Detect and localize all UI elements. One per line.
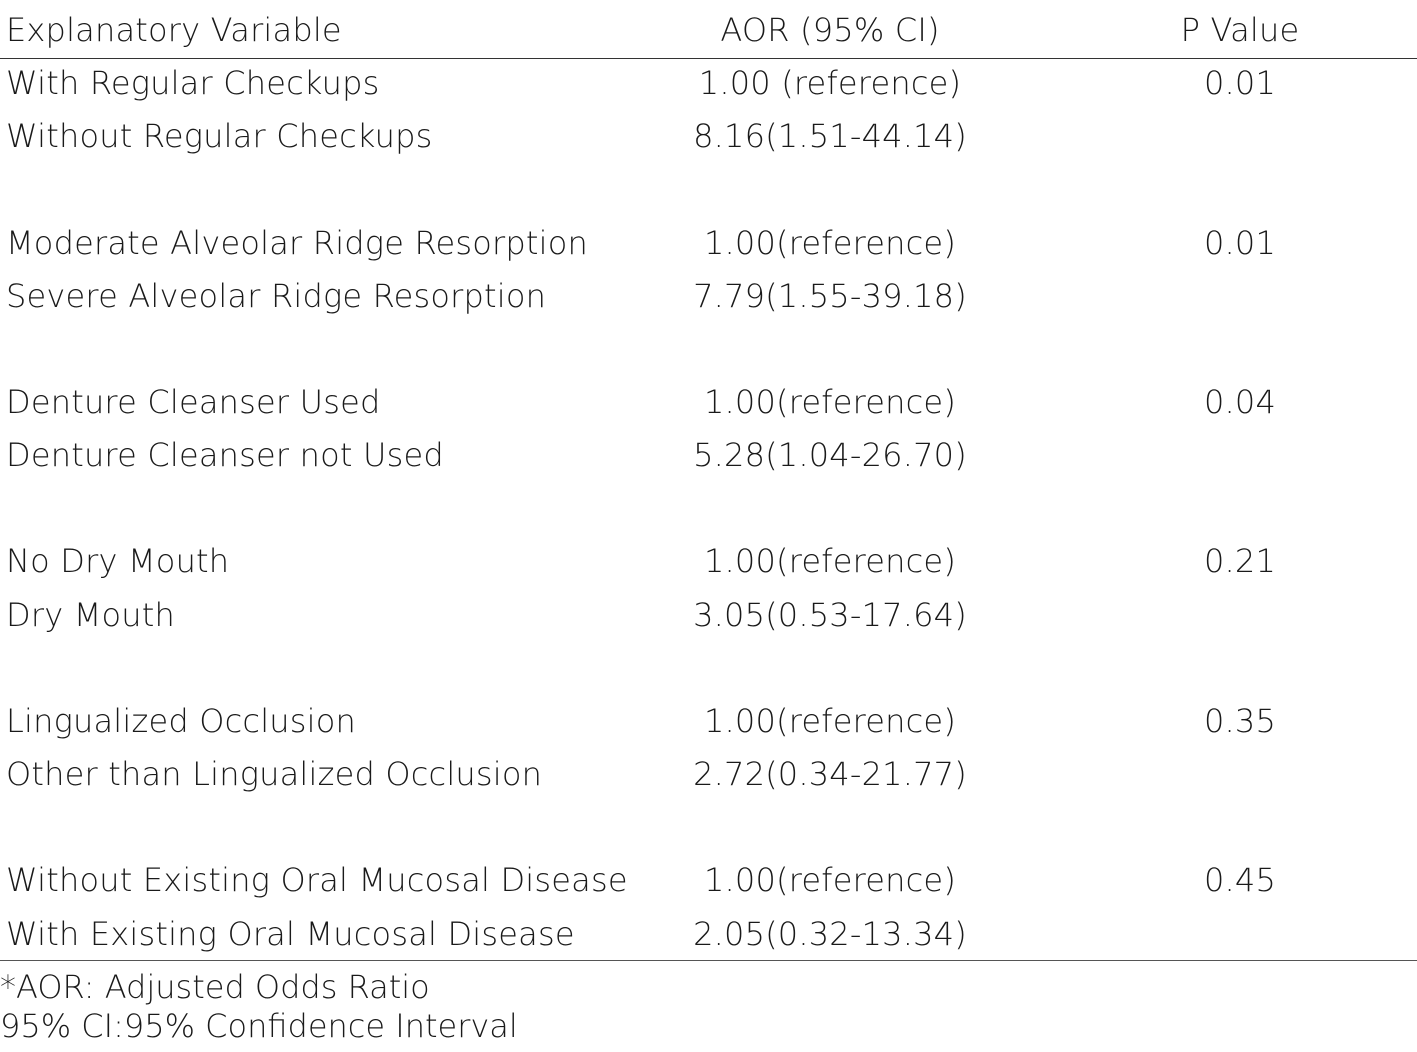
row-aor: 8.16(1.51-44.14) xyxy=(693,117,967,155)
row-p-value: 0.35 xyxy=(1203,702,1277,740)
row-variable: Other than Lingualized Occlusion xyxy=(6,755,543,793)
row-aor: 2.72(0.34-21.77) xyxy=(693,755,967,793)
row-p-value: 0.21 xyxy=(1203,542,1277,580)
header-aor: AOR (95% CI) xyxy=(720,11,940,49)
row-variable: Without Existing Oral Mucosal Disease xyxy=(6,861,628,899)
row-variable: Without Regular Checkups xyxy=(6,117,433,155)
row-variable: Dry Mouth xyxy=(6,596,176,634)
row-variable: Denture Cleanser not Used xyxy=(6,436,444,474)
row-variable: Lingualized Occlusion xyxy=(6,702,357,740)
row-p-value: 0.04 xyxy=(1203,383,1277,421)
row-aor: 3.05(0.53-17.64) xyxy=(693,596,967,634)
row-p-value: 0.01 xyxy=(1203,64,1277,102)
row-p-value: 0.45 xyxy=(1203,861,1277,899)
row-variable: Severe Alveolar Ridge Resorption xyxy=(6,277,547,315)
row-variable: Moderate Alveolar Ridge Resorption xyxy=(6,224,588,262)
footnote-ci: 95% CI:95% Confidence Interval xyxy=(0,1007,518,1045)
header-explanatory-variable: Explanatory Variable xyxy=(6,11,342,49)
table-header: Explanatory Variable AOR (95% CI) P Valu… xyxy=(0,0,1417,59)
row-aor: 5.28(1.04-26.70) xyxy=(693,436,967,474)
row-aor: 1.00(reference) xyxy=(703,383,956,421)
row-aor: 1.00(reference) xyxy=(703,542,956,580)
row-aor: 1.00(reference) xyxy=(703,224,956,262)
footnote-aor: *AOR: Adjusted Odds Ratio xyxy=(0,968,430,1006)
table-bottom-rule xyxy=(0,960,1417,961)
row-p-value: 0.01 xyxy=(1203,224,1277,262)
row-variable: Denture Cleanser Used xyxy=(6,383,381,421)
row-aor: 7.79(1.55-39.18) xyxy=(693,277,967,315)
row-aor: 2.05(0.32-13.34) xyxy=(693,915,967,953)
row-aor: 1.00 (reference) xyxy=(698,64,962,102)
row-variable: No Dry Mouth xyxy=(6,542,230,580)
row-aor: 1.00(reference) xyxy=(703,702,956,740)
row-variable: With Existing Oral Mucosal Disease xyxy=(6,915,575,953)
row-aor: 1.00(reference) xyxy=(703,861,956,899)
row-variable: With Regular Checkups xyxy=(6,64,380,102)
header-p-value: P Value xyxy=(1180,11,1300,49)
